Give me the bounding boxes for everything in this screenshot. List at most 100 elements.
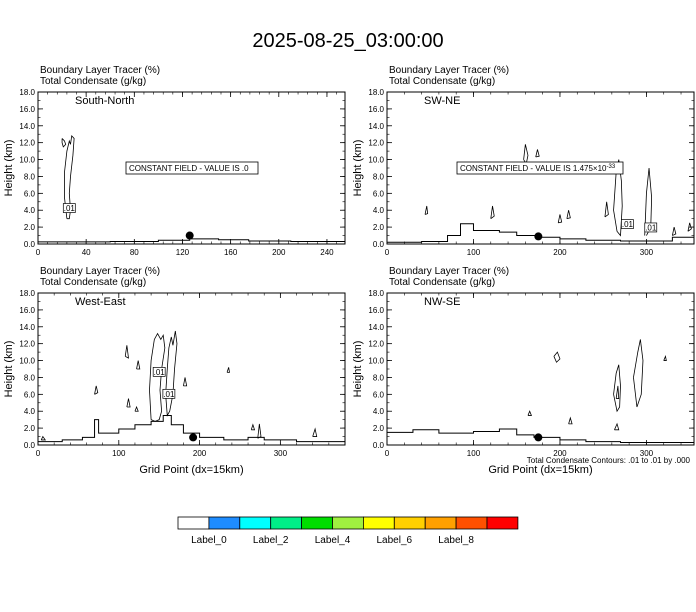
- x-axis-label: Grid Point (dx=15km): [488, 464, 592, 476]
- y-tick-label: 10.0: [19, 156, 35, 165]
- x-tick-label: 120: [176, 248, 190, 257]
- x-tick-label: 0: [36, 248, 41, 257]
- y-tick-label: 10.0: [368, 357, 384, 366]
- x-tick-label: 240: [320, 248, 334, 257]
- header-line1: Boundary Layer Tracer (%): [389, 65, 509, 76]
- colorbar-swatch: [177, 516, 210, 530]
- x-axis-label: Grid Point (dx=15km): [139, 464, 243, 476]
- condensate-contour: [604, 201, 609, 218]
- condensate-contour: [663, 354, 667, 361]
- y-tick-label: 12.0: [19, 340, 35, 349]
- terrain-line: [387, 223, 695, 243]
- y-tick-label: 18.0: [19, 88, 35, 97]
- y-tick-label: 8.0: [24, 172, 36, 181]
- colorbar-label: Label_6: [377, 535, 413, 546]
- annotation-box: [125, 161, 259, 175]
- condensate-contour: [61, 138, 67, 148]
- y-tick-label: 6.0: [373, 189, 385, 198]
- colorbar-label: Label_4: [315, 535, 351, 546]
- contour-label: .01: [64, 204, 76, 213]
- y-axis-label: Height (km): [3, 341, 15, 398]
- location-marker: [534, 232, 543, 241]
- header-line2: Total Condensate (g/kg): [40, 76, 146, 87]
- y-axis-label: Height (km): [3, 140, 15, 197]
- annotation-exponent: -33: [607, 164, 616, 170]
- x-tick-label: 200: [553, 248, 567, 257]
- panel-west-east: Boundary Layer Tracer (%)Total Condensat…: [3, 266, 346, 476]
- contour-footnote: Total Condensate Contours: .01 to .01 by…: [527, 456, 691, 465]
- y-tick-label: 12.0: [19, 139, 35, 148]
- y-tick-label: 6.0: [373, 390, 385, 399]
- y-tick-label: 12.0: [368, 139, 384, 148]
- condensate-contour: [424, 205, 429, 215]
- panel-name: NW-SE: [424, 296, 460, 308]
- panel-nw-se: Boundary Layer Tracer (%) Total Condensat…: [352, 266, 695, 476]
- header-line1: Boundary Layer Tracer (%): [389, 266, 509, 277]
- condensate-contour: [613, 364, 621, 413]
- y-tick-label: 18.0: [19, 289, 35, 298]
- condensate-contour: [134, 405, 139, 412]
- y-tick-label: 2.0: [24, 424, 36, 433]
- x-tick-label: 300: [640, 248, 654, 257]
- y-tick-label: 2.0: [24, 223, 36, 232]
- condensate-contour: [535, 149, 540, 158]
- x-tick-label: 200: [553, 449, 567, 458]
- annotation-text: CONSTANT FIELD - VALUE IS 1.475×10-33: [460, 164, 616, 173]
- colorbar-swatch: [270, 516, 303, 530]
- panel-sw-ne: Boundary Layer Tracer (%)Total Condensat…: [352, 65, 695, 257]
- condensate-contour: [149, 332, 166, 422]
- y-tick-label: 4.0: [373, 206, 385, 215]
- y-tick-label: 14.0: [368, 323, 384, 332]
- y-tick-label: 4.0: [24, 206, 36, 215]
- x-tick-label: 200: [272, 248, 286, 257]
- y-tick-label: 8.0: [373, 373, 385, 382]
- y-tick-label: 14.0: [368, 122, 384, 131]
- condensate-contour: [527, 410, 533, 416]
- condensate-contour: [136, 360, 141, 370]
- condensate-contour: [250, 423, 256, 431]
- colorbar-swatch: [301, 516, 333, 530]
- x-tick-label: 200: [193, 449, 207, 458]
- location-marker: [189, 433, 198, 442]
- y-tick-label: 10.0: [368, 156, 384, 165]
- panel-name: West-East: [75, 296, 126, 308]
- contour-label: .01: [154, 368, 166, 377]
- condensate-contour: [124, 345, 129, 359]
- contour-label: .01: [622, 220, 634, 229]
- x-tick-label: 160: [224, 248, 238, 257]
- contour-label: .01: [163, 390, 175, 399]
- y-tick-label: 16.0: [19, 306, 35, 315]
- terrain-line: [38, 414, 345, 443]
- condensate-contour: [490, 205, 495, 219]
- header-line1: Boundary Layer Tracer (%): [40, 65, 160, 76]
- plot-frame: [386, 292, 695, 446]
- x-tick-label: 80: [130, 248, 139, 257]
- condensate-contour: [226, 367, 230, 373]
- plot-frame: [37, 292, 346, 446]
- colorbar-swatch: [393, 516, 426, 530]
- colorbar-swatch: [362, 516, 395, 530]
- condensate-contour: [94, 385, 99, 395]
- colorbar-label: Label_0: [191, 535, 227, 546]
- y-tick-label: 14.0: [19, 323, 35, 332]
- condensate-contour: [40, 435, 47, 441]
- y-tick-label: 8.0: [373, 172, 385, 181]
- y-tick-label: 8.0: [24, 373, 36, 382]
- contour-label-box: [62, 203, 76, 213]
- terrain-line: [387, 428, 694, 443]
- contour-label-box: [621, 219, 634, 229]
- x-tick-label: 0: [385, 248, 390, 257]
- condensate-contour: [523, 144, 529, 165]
- panel-name: South-North: [75, 95, 134, 107]
- y-tick-label: 6.0: [24, 189, 36, 198]
- y-tick-label: 12.0: [368, 340, 384, 349]
- colorbar-swatch: [239, 516, 272, 530]
- annotation-box: [456, 161, 624, 175]
- y-tick-label: 2.0: [373, 223, 385, 232]
- y-tick-label: 4.0: [373, 407, 385, 416]
- condensate-contour: [312, 427, 318, 437]
- condensate-contour: [553, 351, 561, 363]
- panel-south-north: Boundary Layer Tracer (%)Total Condensat…: [3, 65, 346, 257]
- colorbar-swatch: [486, 516, 519, 530]
